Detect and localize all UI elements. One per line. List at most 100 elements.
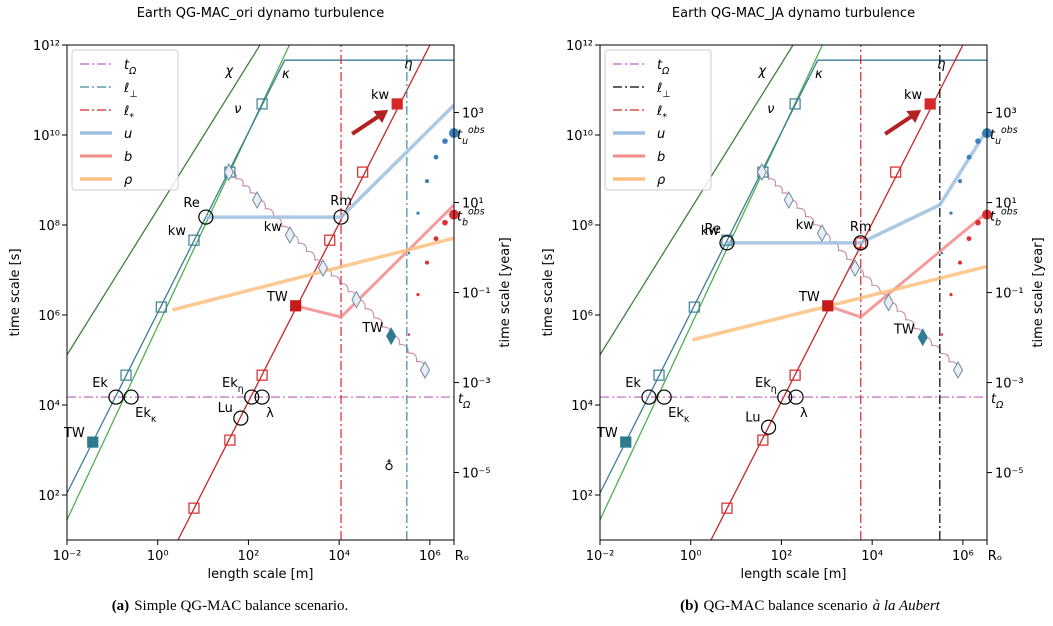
square-marker	[721, 234, 733, 246]
obs-label: tbobs	[990, 207, 1018, 229]
obs-trail	[966, 154, 972, 160]
point-label: Ek	[92, 376, 108, 391]
obs-trail	[958, 179, 962, 184]
point-label: Re	[183, 196, 199, 211]
y2-tick-label: 10⁻³	[462, 377, 491, 392]
legend-label: u	[124, 127, 132, 142]
curve-label: χ	[224, 64, 234, 79]
marker-label: kw	[701, 224, 720, 239]
point-marker	[788, 389, 804, 405]
square-marker	[256, 369, 268, 381]
point-marker	[853, 235, 869, 251]
y2-tick-label: 10³	[995, 107, 1017, 122]
x-axis-label: length scale [m]	[740, 567, 846, 582]
y-tick-label: 10¹²	[33, 39, 60, 54]
y-axis-label: time scale [s]	[541, 248, 556, 336]
point-label-part: κ	[151, 414, 157, 425]
obs-label-part: obs	[1001, 207, 1018, 218]
arrow-head	[906, 109, 922, 123]
series-line	[171, 236, 454, 312]
square-marker	[290, 300, 302, 312]
y-tick-label: 10²	[571, 489, 593, 504]
point-label: Rm	[850, 220, 872, 235]
square-marker	[120, 369, 132, 381]
point-label-part: λ	[266, 406, 274, 421]
obs-trail	[407, 251, 411, 255]
diamond-marker	[252, 190, 263, 209]
point-label-part: Ek	[222, 376, 238, 391]
obs-trail	[975, 138, 981, 144]
legend-label-part: ρ	[124, 173, 133, 188]
marker-label: TW	[63, 426, 85, 441]
curve-label: η	[404, 57, 412, 72]
point-marker	[656, 389, 672, 405]
diamond-marker	[883, 293, 894, 312]
marker-label: TW	[798, 290, 820, 305]
square-marker	[688, 301, 700, 313]
obs-label-part: b	[462, 218, 468, 229]
marker-label: kw	[371, 88, 390, 103]
diamond-marker	[419, 360, 431, 380]
legend-label: ρ	[657, 173, 666, 188]
legend-label: ℓ⊥	[123, 81, 138, 100]
chart-title: Earth QG-MAC_JA dynamo turbulence	[672, 6, 915, 21]
arrow-shaft	[351, 112, 384, 136]
point-label: λ	[266, 406, 274, 421]
square-marker	[87, 436, 99, 448]
y2-tick-label: 10⁻⁵	[462, 467, 491, 482]
point-marker	[123, 389, 139, 405]
y-tick-label: 10¹⁰	[33, 129, 60, 144]
obs-label-part: t	[457, 210, 463, 225]
point-marker	[641, 389, 657, 405]
point-label: Ek	[625, 376, 641, 391]
legend-label: tΩ	[124, 58, 137, 77]
point-label-part: Lu	[218, 401, 233, 416]
obs-label: tbobs	[457, 207, 485, 229]
y2-axis-label: time scale [year]	[1031, 237, 1046, 347]
obs-label-part: obs	[468, 125, 485, 136]
obs-label-part: u	[995, 136, 1001, 147]
square-marker	[890, 166, 902, 178]
legend-label-part: ρ	[657, 173, 666, 188]
obs-trail	[425, 260, 429, 265]
diamond-marker	[756, 163, 767, 182]
obs-trail	[416, 293, 420, 297]
diamond-marker	[386, 327, 397, 346]
point-marker	[244, 389, 260, 405]
square-marker	[822, 300, 834, 312]
square-marker	[188, 234, 200, 246]
marker-label: kw	[904, 88, 923, 103]
obs-trail	[433, 154, 439, 160]
x-tick-label: 10⁴	[861, 549, 883, 564]
point-label-part: Lu	[745, 410, 760, 425]
curve	[600, 45, 794, 356]
curve	[710, 45, 964, 540]
point-label-part: Ek	[135, 406, 151, 421]
square-marker	[855, 237, 867, 249]
square-marker	[224, 434, 236, 446]
y-tick-label: 10⁸	[571, 219, 593, 234]
legend-label-part: ⊥	[129, 89, 137, 100]
plot-frame	[599, 44, 988, 541]
y2-tick-label: 10³	[462, 107, 484, 122]
square-marker	[789, 369, 801, 381]
caption-part: Simple QG-MAC balance scenario.	[134, 598, 348, 614]
diamond-marker	[816, 224, 827, 243]
point-marker	[719, 235, 735, 251]
point-label: Lu	[745, 410, 760, 425]
obs-trail	[958, 260, 962, 265]
y2-tick-label: 10¹	[995, 197, 1017, 212]
x-axis-label: length scale [m]	[207, 567, 313, 582]
arrow-shaft	[884, 112, 917, 136]
obs-label-part: b	[995, 218, 1001, 229]
square-marker	[155, 301, 167, 313]
obs-trail	[442, 138, 448, 144]
point-label: Lu	[218, 401, 233, 416]
curve-label: ν	[234, 102, 241, 117]
legend-label-part: *	[662, 112, 667, 123]
square-marker	[789, 98, 801, 110]
series-end-label-part: t	[991, 392, 997, 407]
y-tick-label: 10⁶	[571, 309, 593, 324]
diamond-marker	[223, 163, 234, 182]
